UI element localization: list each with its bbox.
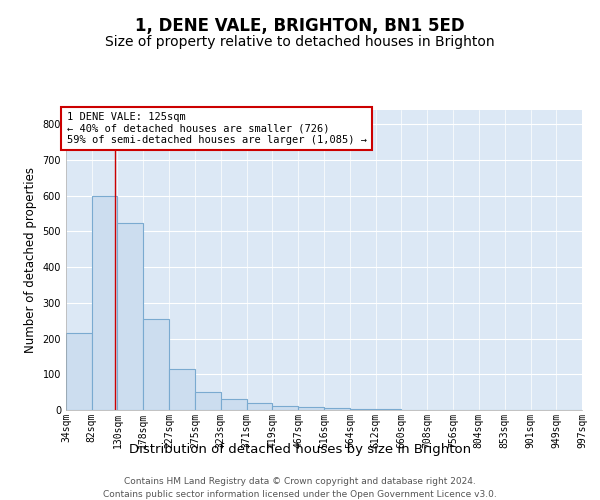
Bar [169, 369, 195, 410]
Bar [92, 196, 118, 410]
Text: Contains HM Land Registry data © Crown copyright and database right 2024.
Contai: Contains HM Land Registry data © Crown c… [103, 478, 497, 499]
Bar [298, 407, 324, 410]
Bar [118, 222, 143, 410]
Bar [324, 408, 350, 410]
Text: 1 DENE VALE: 125sqm
← 40% of detached houses are smaller (726)
59% of semi-detac: 1 DENE VALE: 125sqm ← 40% of detached ho… [67, 112, 367, 145]
Text: Distribution of detached houses by size in Brighton: Distribution of detached houses by size … [129, 442, 471, 456]
Bar [350, 409, 376, 410]
Text: Size of property relative to detached houses in Brighton: Size of property relative to detached ho… [105, 35, 495, 49]
Bar [247, 403, 272, 410]
Bar [195, 392, 221, 410]
Bar [143, 319, 169, 410]
Y-axis label: Number of detached properties: Number of detached properties [24, 167, 37, 353]
Bar [66, 333, 92, 410]
Text: 1, DENE VALE, BRIGHTON, BN1 5ED: 1, DENE VALE, BRIGHTON, BN1 5ED [135, 18, 465, 36]
Bar [272, 406, 298, 410]
Bar [221, 400, 247, 410]
